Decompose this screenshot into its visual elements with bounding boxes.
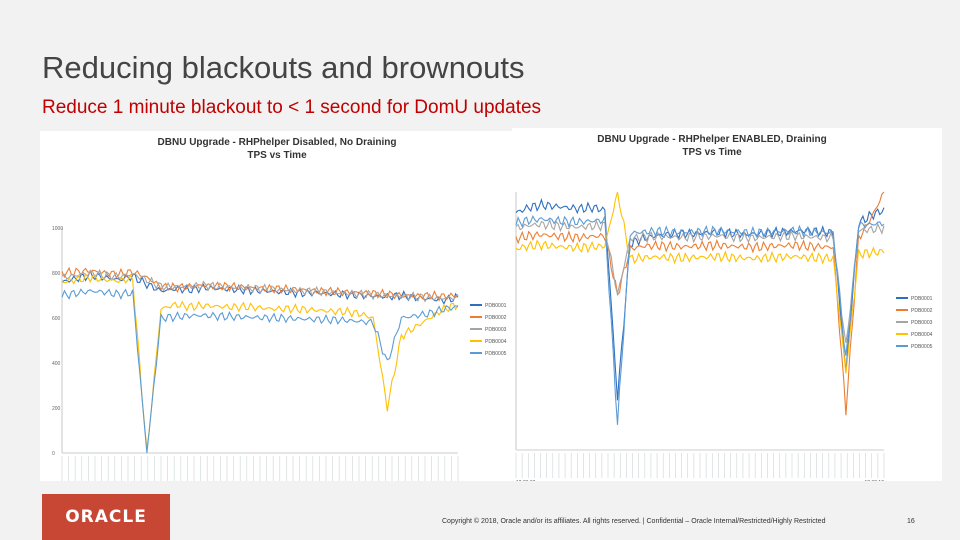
chart-1-svg: DBNU Upgrade - RHPhelper Disabled, No Dr… xyxy=(52,137,507,489)
chart-1-legend-label: PDB0002 xyxy=(485,315,507,321)
chart-2-x-tick-first: 12:20:00 xyxy=(516,480,536,481)
chart-2-legend-label: PDB0001 xyxy=(911,296,933,302)
oracle-logo: ORACLE xyxy=(42,494,170,540)
chart-1-y-tick: 800 xyxy=(52,271,61,277)
chart-1-legend-label: PDB0003 xyxy=(485,327,507,333)
chart-2-series-line xyxy=(515,215,885,425)
chart-2-legend-label: PDB0002 xyxy=(911,308,933,314)
chart-1-y-tick: 0 xyxy=(52,451,55,457)
chart-1-series-line xyxy=(61,268,459,303)
chart-rhphelper-disabled: DBNU Upgrade - RHPhelper Disabled, No Dr… xyxy=(40,131,512,489)
slide-title: Reducing blackouts and brownouts xyxy=(42,50,525,85)
chart-1-subtitle: TPS vs Time xyxy=(247,150,307,161)
chart-2-x-tick-last: 12:32:12 xyxy=(865,480,885,481)
chart-1-series-line xyxy=(61,288,459,454)
slide-subtitle: Reduce 1 minute blackout to < 1 second f… xyxy=(42,97,542,118)
chart-2-series-line xyxy=(515,197,885,401)
page-number: 16 xyxy=(907,518,915,525)
chart-1-legend-label: PDB0001 xyxy=(485,303,507,309)
footer-copyright: Copyright © 2018, Oracle and/or its affi… xyxy=(442,518,826,525)
chart-2-series-line xyxy=(515,191,885,416)
chart-2-svg: DBNU Upgrade - RHPhelper ENABLED, Draini… xyxy=(515,134,933,486)
chart-rhphelper-enabled: DBNU Upgrade - RHPhelper ENABLED, Draini… xyxy=(512,128,942,486)
chart-2-series-line xyxy=(515,218,885,343)
chart-1-series-line xyxy=(61,266,459,302)
chart-1-y-tick: 200 xyxy=(52,406,61,412)
chart-1-title: DBNU Upgrade - RHPhelper Disabled, No Dr… xyxy=(158,137,397,148)
chart-1-legend-label: PDB0004 xyxy=(485,339,507,345)
chart-1-y-tick: 400 xyxy=(52,361,61,367)
chart-1-legend-label: PDB0005 xyxy=(485,351,507,357)
chart-1-y-tick: 600 xyxy=(52,316,61,322)
chart-2-legend-label: PDB0004 xyxy=(911,332,933,338)
chart-2-title: DBNU Upgrade - RHPhelper ENABLED, Draini… xyxy=(597,134,826,145)
chart-2-subtitle: TPS vs Time xyxy=(682,147,742,158)
chart-2-legend-label: PDB0005 xyxy=(911,344,933,350)
chart-2-series-line xyxy=(515,191,885,374)
chart-1-series-line xyxy=(61,272,459,450)
chart-1-y-tick: 1000 xyxy=(52,226,63,232)
chart-2-legend-label: PDB0003 xyxy=(911,320,933,326)
